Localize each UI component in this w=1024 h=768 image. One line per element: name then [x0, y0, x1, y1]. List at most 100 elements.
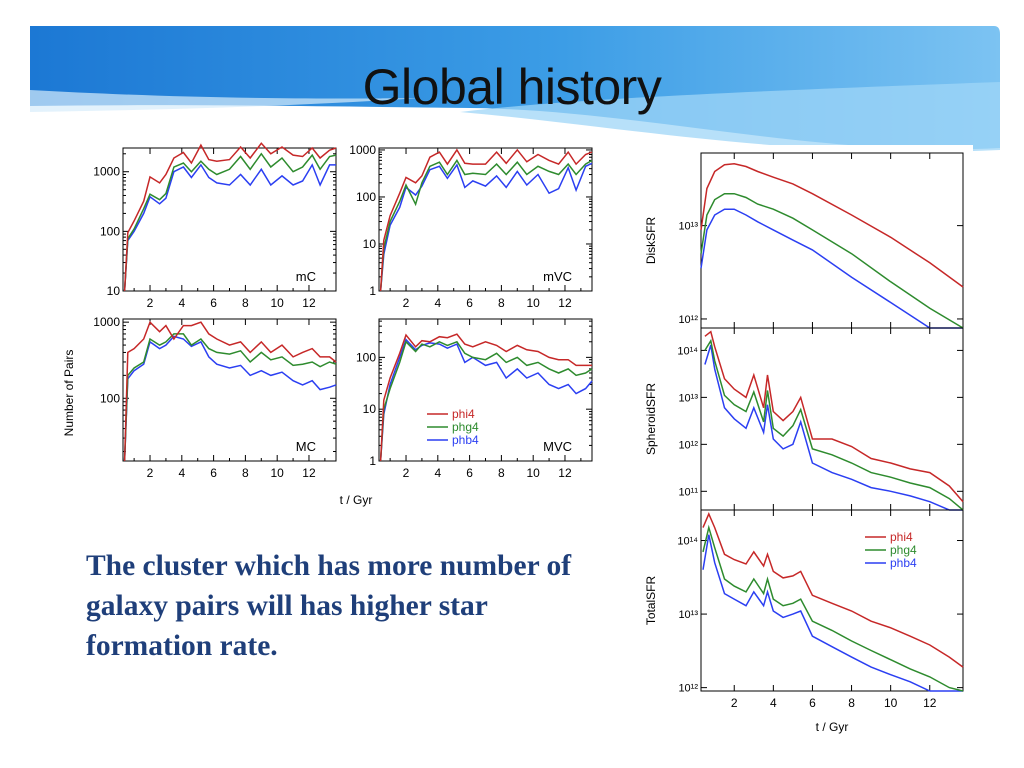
sfr-series-SpheroidSFR-phg4 [704, 338, 964, 511]
pairs-series-mC-phb4 [123, 163, 336, 292]
sfr-series-TotalSFR-phg4 [702, 524, 964, 692]
sfr-series-DiskSFR-phi4 [700, 163, 964, 288]
sfr-ylabel: DiskSFR [644, 217, 658, 265]
sfr-ytick-label: 10¹² [678, 314, 698, 326]
sfr-ytick-label: 10¹³ [678, 609, 698, 621]
pairs-ytick-label: 1000 [349, 143, 376, 157]
pairs-ytick-label: 1000 [93, 165, 120, 179]
pairs-legend-label-phi4: phi4 [452, 407, 475, 421]
sfr-ytick-label: 10¹³ [678, 392, 698, 404]
pairs-ytick-label: 100 [356, 350, 376, 364]
pairs-xtick-label: 6 [210, 296, 217, 310]
pairs-legend-label-phg4: phg4 [452, 420, 479, 434]
pairs-series-mVC-phg4 [379, 158, 593, 292]
pairs-xtick-label: 10 [271, 296, 285, 310]
pairs-xtick-label: 2 [403, 466, 410, 480]
pairs-ytick-label: 100 [356, 190, 376, 204]
pairs-ytick-label: 1 [369, 454, 376, 468]
sfr-ytick-label: 10¹³ [678, 221, 698, 233]
pairs-xtick-label: 4 [434, 466, 441, 480]
sfr-ylabel: SpheroidSFR [644, 383, 658, 455]
header-banner [30, 26, 1000, 152]
sfr-ytick-label: 10¹⁴ [677, 345, 698, 357]
sfr-series-TotalSFR-phi4 [702, 511, 964, 668]
pairs-ytick-label: 100 [100, 391, 120, 405]
sfr-ylabel: TotalSFR [644, 575, 658, 625]
slide-title: Global history [362, 59, 662, 115]
pairs-xtick-label: 6 [466, 296, 473, 310]
sfr-panel-TotalSFR: TotalSFR 10¹² 10¹³ 10¹⁴ [644, 509, 964, 695]
sfr-ytick-label: 10¹¹ [678, 486, 698, 498]
pairs-panel-MVC: 1 10 100 2 4 6 8 10 12 MVC [356, 318, 593, 480]
pairs-series-MC-phb4 [123, 335, 337, 462]
pairs-series-MC-phi4 [123, 320, 337, 462]
pairs-panel-MC: 100 1000 2 4 6 8 10 12 MC [93, 315, 337, 480]
sfr-legend-label-phg4: phg4 [890, 543, 917, 557]
pairs-series-mVC-phi4 [379, 148, 593, 292]
pairs-xtick-label: 4 [178, 466, 185, 480]
pairs-panel-label: MVC [543, 439, 572, 454]
sfr-figure: t / Gyr DiskSFR 10¹² 10¹³ SpheroidSFR 10¹¹ 10… [633, 145, 973, 735]
sfr-ytick-label: 10¹⁴ [677, 536, 698, 548]
body-text: The cluster which has more number of gal… [86, 550, 572, 662]
pairs-ylabel: Number of Pairs [62, 350, 76, 437]
sfr-xtick-label: 8 [848, 696, 855, 710]
pairs-ytick-label: 10 [107, 284, 121, 298]
pairs-panel-mC: 10 100 1000 2 4 6 8 10 12 mC [93, 142, 337, 310]
pairs-xtick-label: 2 [147, 296, 154, 310]
pairs-series-mVC-phb4 [379, 162, 593, 292]
pairs-xtick-label: 8 [498, 466, 505, 480]
pairs-series-mC-phg4 [123, 152, 337, 292]
pairs-series-MVC-phi4 [379, 333, 592, 462]
pairs-xtick-label: 10 [271, 466, 285, 480]
sfr-panel-frame [700, 509, 964, 692]
sfr-xtick-label: 12 [923, 696, 937, 710]
sfr-ytick-label: 10¹² [678, 439, 698, 451]
pairs-xtick-label: 10 [527, 296, 541, 310]
pairs-xtick-label: 12 [558, 466, 572, 480]
pairs-xtick-label: 8 [498, 296, 505, 310]
pairs-series-mC-phi4 [123, 142, 337, 292]
sfr-xtick-label: 6 [809, 696, 816, 710]
pairs-ytick-label: 1000 [93, 315, 120, 329]
sfr-xtick-label: 10 [884, 696, 898, 710]
pairs-panel-label: MC [296, 439, 316, 454]
pairs-xtick-label: 4 [178, 296, 185, 310]
pairs-xtick-label: 6 [210, 466, 217, 480]
pairs-xtick-label: 10 [527, 466, 541, 480]
pairs-xtick-label: 12 [558, 296, 572, 310]
pairs-xtick-label: 12 [302, 296, 316, 310]
pairs-ytick-label: 10 [363, 237, 377, 251]
pairs-ytick-label: 100 [100, 224, 120, 238]
sfr-series-SpheroidSFR-phb4 [704, 344, 963, 511]
sfr-series-TotalSFR-phb4 [702, 534, 963, 692]
pairs-xtick-label: 2 [147, 466, 154, 480]
sfr-xtick-label: 2 [731, 696, 738, 710]
pairs-xtick-label: 8 [242, 296, 249, 310]
pairs-ytick-label: 10 [363, 402, 377, 416]
sfr-series-DiskSFR-phg4 [700, 192, 964, 329]
sfr-legend-label-phi4: phi4 [890, 530, 913, 544]
sfr-ytick-label: 10¹² [678, 683, 698, 695]
pairs-xtick-label: 8 [242, 466, 249, 480]
sfr-series-DiskSFR-phb4 [700, 208, 963, 329]
sfr-legend-label-phb4: phb4 [890, 556, 917, 570]
pairs-xtick-label: 2 [403, 296, 410, 310]
pairs-legend-label-phb4: phb4 [452, 433, 479, 447]
pairs-xlabel: t / Gyr [340, 493, 373, 507]
pairs-panel-label: mVC [543, 269, 572, 284]
pairs-xtick-label: 4 [434, 296, 441, 310]
pairs-series-MVC-phg4 [379, 340, 593, 462]
sfr-xlabel: t / Gyr [816, 720, 849, 734]
pairs-ytick-label: 1 [369, 284, 376, 298]
sfr-xtick-label: 4 [770, 696, 777, 710]
pairs-xtick-label: 12 [302, 466, 316, 480]
pairs-panel-label: mC [296, 269, 316, 284]
pairs-panel-mVC: 1 10 100 1000 2 4 6 8 10 12 mVC [349, 143, 593, 310]
pairs-xtick-label: 6 [466, 466, 473, 480]
sfr-series-SpheroidSFR-phi4 [704, 330, 964, 503]
